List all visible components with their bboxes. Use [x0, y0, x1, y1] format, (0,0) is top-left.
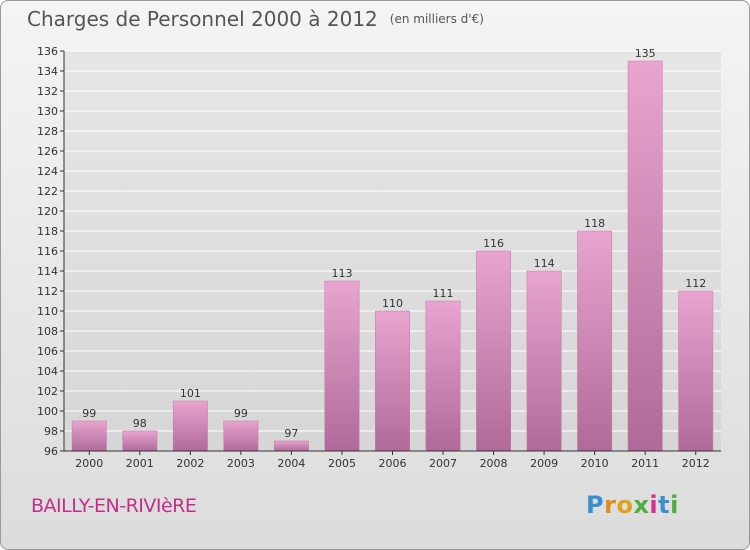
y-tick-label: 96: [44, 445, 58, 458]
y-tick-label: 102: [37, 385, 58, 398]
y-tick-label: 116: [37, 245, 58, 258]
x-tick-label: 2010: [581, 457, 609, 470]
bar-2006: [375, 310, 410, 452]
y-tick-label: 132: [37, 85, 58, 98]
chart-subtitle: (en milliers d'€): [389, 12, 484, 26]
value-label: 114: [534, 257, 555, 270]
y-axis: 96 98 100 102 104 106 108 110 112 114 116 118 120 122…: [37, 45, 65, 458]
logo-letter: i: [670, 491, 679, 519]
logo-letter: i: [649, 491, 659, 519]
value-label: 99: [234, 407, 248, 420]
proxiti-logo: Proxiti: [586, 491, 679, 519]
y-tick-label: 118: [37, 225, 58, 238]
y-tick-label: 108: [37, 325, 58, 338]
bar-2007: [425, 300, 461, 452]
x-tick-label: 2000: [75, 457, 103, 470]
bars: 99 98 101 99 97 113 110 111 116 114 118 135 112: [71, 47, 714, 452]
value-label: 99: [82, 407, 96, 420]
bar-2009: [526, 270, 562, 452]
y-tick-label: 128: [37, 125, 58, 138]
x-tick-label: 2001: [126, 457, 154, 470]
chart-title-text: Charges de Personnel 2000 à 2012: [27, 7, 378, 31]
logo-letter: t: [658, 491, 671, 519]
value-label: 101: [180, 387, 201, 400]
value-label: 118: [584, 217, 605, 230]
x-tick-label: 2009: [530, 457, 558, 470]
y-tick-label: 110: [37, 305, 58, 318]
bar-2001: [122, 430, 158, 452]
logo-letter: o: [616, 491, 634, 519]
bar-2011: [627, 60, 663, 452]
bar-2003: [223, 420, 259, 452]
x-tick-label: 2003: [227, 457, 255, 470]
y-tick-label: 136: [37, 45, 58, 58]
value-label: 113: [331, 267, 352, 280]
x-tick-label: 2006: [379, 457, 407, 470]
value-label: 111: [433, 287, 454, 300]
bar-2002: [172, 400, 208, 452]
value-label: 98: [133, 417, 147, 430]
y-tick-label: 106: [37, 345, 58, 358]
chart-title: Charges de Personnel 2000 à 2012 (en mill…: [27, 7, 484, 31]
x-tick-label: 2005: [328, 457, 356, 470]
y-tick-label: 130: [37, 105, 58, 118]
value-label: 110: [382, 297, 403, 310]
y-tick-label: 134: [37, 65, 58, 78]
x-tick-label: 2008: [480, 457, 508, 470]
x-tick-label: 2012: [682, 457, 710, 470]
bar-2008: [476, 250, 512, 452]
bar-2000: [71, 420, 107, 452]
bar-2012: [678, 290, 714, 452]
y-tick-label: 120: [37, 205, 58, 218]
town-name: BAILLY-EN-RIVIèRE: [31, 495, 197, 517]
x-tick-label: 2011: [631, 457, 659, 470]
x-axis: 2000 2001 2002 2003 2004 2005 2006 2007 2008 2009…: [64, 450, 721, 470]
logo-letter: x: [633, 491, 650, 519]
y-tick-label: 104: [37, 365, 58, 378]
value-label: 97: [284, 427, 298, 440]
y-tick-label: 112: [37, 285, 58, 298]
x-tick-label: 2002: [176, 457, 204, 470]
bar-2005: [324, 280, 360, 452]
x-tick-label: 2004: [277, 457, 305, 470]
bar-2004: [273, 440, 309, 452]
logo-letter: P: [586, 491, 605, 519]
logo-letter: r: [604, 491, 617, 519]
value-label: 112: [685, 277, 706, 290]
y-tick-label: 98: [44, 425, 58, 438]
value-label: 116: [483, 237, 504, 250]
y-tick-label: 124: [37, 165, 58, 178]
value-label: 135: [635, 47, 656, 60]
y-tick-label: 100: [37, 405, 58, 418]
y-tick-label: 114: [37, 265, 58, 278]
y-tick-label: 126: [37, 145, 58, 158]
bar-2010: [577, 230, 613, 452]
x-tick-label: 2007: [429, 457, 457, 470]
y-tick-label: 122: [37, 185, 58, 198]
